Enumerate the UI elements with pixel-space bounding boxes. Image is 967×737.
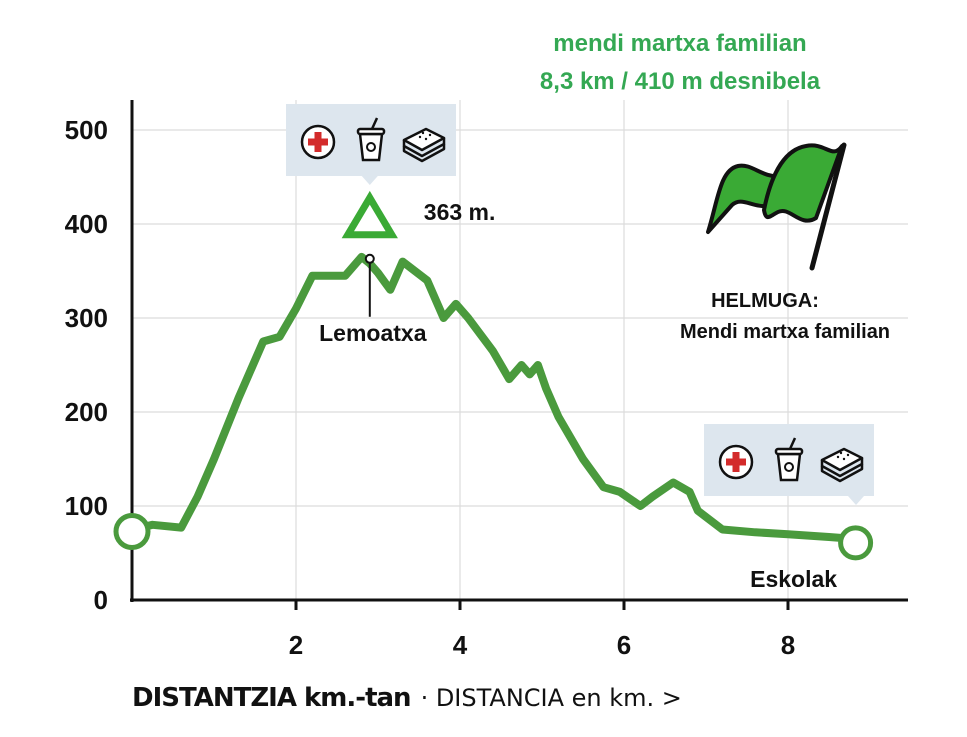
x-axis-label-basque: DISTANTZIA km.-tan — [132, 683, 412, 713]
cup-lid — [774, 447, 804, 456]
service-icon-boxes — [286, 104, 874, 505]
sandwich-crumb — [428, 133, 432, 137]
y-tick-label: 0 — [94, 585, 108, 615]
flag-pole — [809, 142, 847, 271]
service-icon-box — [704, 424, 874, 505]
sandwich-side — [820, 458, 864, 478]
first-aid-icon — [718, 444, 754, 480]
elevation-series-line — [128, 252, 858, 543]
flag-cloth-front — [762, 143, 844, 223]
sandwich-crumb — [842, 457, 846, 461]
y-tick-label: 200 — [65, 397, 108, 427]
x-tick-labels: 2 4 6 8 — [289, 630, 795, 660]
x-tick-label: 2 — [289, 630, 303, 660]
sandwich-bottom — [402, 144, 446, 163]
y-tick-labels: 0 100 200 300 400 500 — [65, 115, 108, 615]
cup-logo — [784, 462, 794, 472]
sandwich-crumb — [839, 451, 843, 455]
summit-elevation-label: 363 m. — [424, 199, 496, 225]
sandwich-crumb — [424, 137, 428, 141]
icon-box-pointer — [848, 496, 864, 505]
elevation-line — [128, 252, 858, 543]
flag-cloth-back — [706, 163, 782, 234]
y-tick-label: 500 — [65, 115, 108, 145]
sandwich-side — [402, 138, 446, 158]
chart-subtitle: 8,3 km / 410 m desnibela — [539, 68, 821, 95]
first-aid-cross-h — [726, 458, 746, 466]
summit-triangle-icon — [341, 190, 398, 239]
x-tick-label: 6 — [617, 630, 631, 660]
icon-box-pointer — [361, 176, 378, 185]
finish-label-title: HELMUGA: — [711, 290, 819, 312]
sandwich-icon — [820, 447, 864, 483]
cup-body — [776, 452, 802, 482]
finish-label-name: Mendi martxa familian — [680, 321, 890, 343]
x-axis-label-spanish: · DISTANCIA en km. > — [420, 684, 682, 712]
sandwich-icon — [402, 127, 446, 163]
cup-straw — [788, 437, 797, 450]
cup-body — [358, 132, 384, 162]
x-tick-label: 4 — [453, 630, 468, 660]
first-aid-icon — [300, 124, 336, 160]
cup-lid — [356, 127, 386, 136]
x-tick-label: 8 — [781, 630, 795, 660]
service-icon-box — [286, 104, 456, 185]
end-name-label: Eskolak — [750, 566, 837, 592]
finish-flag-icon — [706, 142, 847, 271]
sandwich-bottom — [820, 464, 864, 483]
markers — [113, 513, 874, 561]
first-aid-cross-h — [308, 138, 328, 146]
grid-lines — [132, 100, 908, 600]
sandwich-crumb — [418, 135, 422, 139]
summit-name-label: Lemoatxa — [319, 320, 427, 346]
sandwich-crumb — [421, 131, 425, 135]
cup-straw — [370, 117, 379, 130]
end-marker — [838, 525, 874, 561]
start-marker — [113, 513, 151, 550]
summit-point — [364, 253, 375, 264]
y-tick-label: 400 — [65, 209, 108, 239]
cup-logo — [366, 142, 376, 152]
drink-cup-icon — [356, 117, 386, 162]
sandwich-crumb — [836, 455, 840, 459]
drink-cup-icon — [774, 437, 804, 482]
chart-title: mendi martxa familian — [553, 30, 807, 57]
y-tick-label: 100 — [65, 491, 108, 521]
annotations: 363 m. Lemoatxa Eskolak — [319, 190, 837, 592]
finish-annotation: HELMUGA: Mendi martxa familian — [680, 142, 890, 343]
y-tick-label: 300 — [65, 303, 108, 333]
sandwich-crumb — [846, 453, 850, 457]
x-axis-label: DISTANTZIA km.-tan · DISTANCIA en km. > — [132, 683, 682, 713]
